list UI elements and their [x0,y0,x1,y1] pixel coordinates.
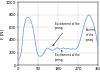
Text: Excitmt.
of the
spring: Excitmt. of the spring [86,28,96,42]
Text: Excitement of the
spring: Excitement of the spring [53,22,80,46]
Text: Excitement of the
spring: Excitement of the spring [55,51,80,62]
Y-axis label: F [N]: F [N] [0,29,4,39]
